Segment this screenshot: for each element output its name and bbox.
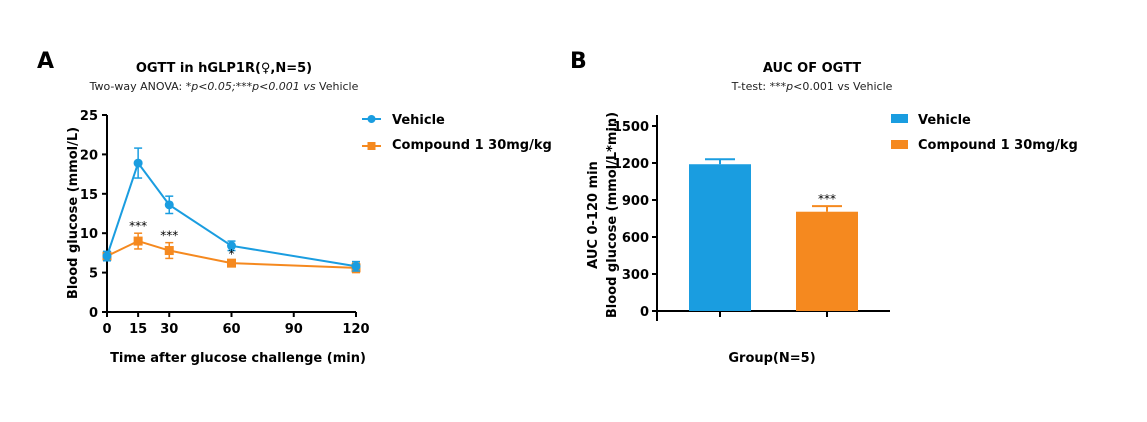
legend-a-vehicle-marker bbox=[367, 115, 376, 123]
panel-a: A OGTT in hGLP1R(♀,N=5) Two-way ANOVA: *… bbox=[37, 49, 552, 366]
y-tick-label: 25 bbox=[80, 109, 98, 124]
data-point-vehicle bbox=[351, 261, 361, 271]
chart-b-subtitle: T-test: ***p<0.001 vs Vehicle bbox=[731, 80, 893, 93]
y-tick-label: 20 bbox=[80, 148, 98, 163]
data-point-compound bbox=[164, 246, 174, 256]
y-tick-label: 5 bbox=[89, 267, 98, 282]
legend-b: Vehicle Compound 1 30mg/kg bbox=[891, 113, 1078, 153]
y-tick-label: 15 bbox=[80, 188, 98, 203]
chart-a-xlabel: Time after glucose challenge (min) bbox=[110, 351, 366, 366]
data-point-compound bbox=[227, 258, 236, 268]
data-point-compound bbox=[133, 236, 143, 246]
chart-b-xlabel: Group(N=5) bbox=[728, 351, 815, 366]
x-tick-label: 0 bbox=[102, 322, 111, 337]
chart-b-ylabel-line1: AUC 0-120 min bbox=[586, 161, 601, 269]
y-tick-label: 900 bbox=[622, 194, 649, 209]
legend-a-vehicle: Vehicle bbox=[392, 113, 445, 128]
chart-a-subtitle: Two-way ANOVA: *p<0.05;***p<0.001 vs Veh… bbox=[89, 80, 359, 93]
y-tick-label: 10 bbox=[80, 227, 98, 242]
chart-b-title: AUC OF OGTT bbox=[763, 61, 861, 76]
x-tick-label: 15 bbox=[129, 322, 147, 337]
bar-compound bbox=[796, 211, 858, 311]
x-tick-label: 90 bbox=[285, 322, 303, 337]
chart-a-ylabel: Blood glucose (mmol/L) bbox=[66, 127, 81, 299]
x-tick-label: 30 bbox=[160, 322, 178, 337]
y-tick-label: 0 bbox=[89, 306, 98, 321]
y-tick-label: 1200 bbox=[613, 157, 649, 172]
significance-marker: *** bbox=[160, 229, 178, 243]
legend-b-compound: Compound 1 30mg/kg bbox=[918, 138, 1078, 153]
panel-label-b: B bbox=[570, 49, 587, 74]
legend-b-compound-swatch bbox=[891, 140, 908, 149]
legend-a-compound: Compound 1 30mg/kg bbox=[392, 138, 552, 153]
y-tick-label: 1500 bbox=[613, 120, 649, 135]
chart-a-title: OGTT in hGLP1R(♀,N=5) bbox=[136, 61, 312, 76]
significance-marker: * bbox=[229, 247, 235, 261]
legend-b-vehicle: Vehicle bbox=[918, 113, 971, 128]
significance-marker: *** bbox=[818, 192, 836, 206]
y-tick-label: 600 bbox=[622, 231, 649, 246]
y-tick-label: 300 bbox=[622, 268, 649, 283]
y-tick-label: 0 bbox=[640, 305, 649, 320]
legend-a: Vehicle Compound 1 30mg/kg bbox=[362, 113, 552, 153]
bar-vehicle bbox=[689, 164, 751, 311]
data-point-vehicle bbox=[227, 241, 236, 251]
x-tick-label: 120 bbox=[342, 322, 369, 337]
x-tick-label: 60 bbox=[222, 322, 240, 337]
legend-b-vehicle-swatch bbox=[891, 114, 908, 123]
data-point-vehicle bbox=[133, 158, 143, 168]
panel-b: B AUC OF OGTT T-test: ***p<0.001 vs Vehi… bbox=[570, 49, 1078, 366]
chart-b-ylabel-line2: Blood glucose (mmol/L*min) bbox=[605, 112, 620, 318]
legend-a-compound-marker bbox=[367, 142, 376, 150]
data-point-vehicle bbox=[102, 251, 112, 261]
significance-marker: *** bbox=[129, 219, 147, 233]
panel-label-a: A bbox=[37, 49, 54, 74]
data-point-vehicle bbox=[164, 200, 174, 210]
